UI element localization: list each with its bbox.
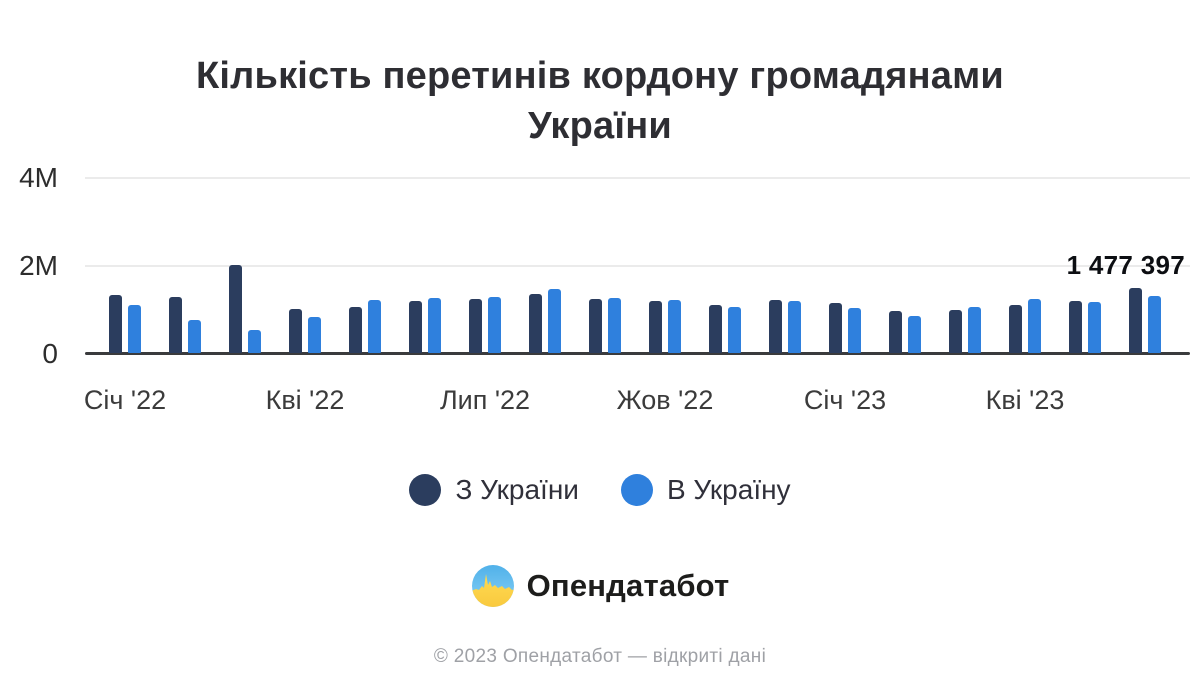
bar-from-ukraine-6 xyxy=(469,299,482,353)
bar-to-ukraine-9 xyxy=(668,300,681,353)
copyright-text: © 2023 Опендатабот — відкриті дані xyxy=(433,646,767,667)
chart-title-line-2: України xyxy=(528,105,672,148)
bar-from-ukraine-13 xyxy=(889,311,902,353)
legend-label-from-ukraine: З України xyxy=(455,474,579,505)
bar-from-ukraine-10 xyxy=(709,305,722,353)
opendatabot-logo: Опендатабот xyxy=(0,564,1200,608)
bar-to-ukraine-12 xyxy=(848,308,861,353)
gridline-4m xyxy=(85,177,1190,179)
y-tick-4m: 4M xyxy=(19,162,58,193)
bar-to-ukraine-11 xyxy=(788,301,801,353)
legend-dot-from-ukraine xyxy=(409,474,442,506)
bar-to-ukraine-6 xyxy=(488,297,501,353)
bar-from-ukraine-5 xyxy=(409,301,422,353)
bar-from-ukraine-1 xyxy=(169,297,182,353)
chart-title: Кількість перетинів кордону громадянами … xyxy=(0,51,1200,151)
x-tick-label: Січ '22 xyxy=(83,385,167,415)
bar-to-ukraine-4 xyxy=(368,300,381,353)
bar-to-ukraine-2 xyxy=(248,330,261,353)
bar-chart: 4M 2M 0 Січ '22 Кві '22 Лип '22 Жов '22 Січ … xyxy=(0,160,1200,430)
bar-from-ukraine-14 xyxy=(949,310,962,353)
bar-from-ukraine-17 xyxy=(1129,288,1142,353)
y-tick-zero: 0 xyxy=(42,338,58,369)
bar-from-ukraine-3 xyxy=(289,309,302,353)
bar-to-ukraine-17 xyxy=(1148,296,1161,353)
x-tick-label: Січ '23 xyxy=(803,385,887,415)
bar-from-ukraine-15 xyxy=(1009,305,1022,353)
bar-from-ukraine-12 xyxy=(829,303,842,353)
bar-from-ukraine-8 xyxy=(589,299,602,353)
bar-to-ukraine-7 xyxy=(548,289,561,353)
opendatabot-logo-icon xyxy=(471,565,514,607)
bar-to-ukraine-5 xyxy=(428,298,441,353)
bar-from-ukraine-0 xyxy=(109,295,122,353)
bar-to-ukraine-14 xyxy=(968,307,981,353)
x-tick-label: Лип '22 xyxy=(439,385,531,415)
bar-to-ukraine-10 xyxy=(728,307,741,353)
bar-from-ukraine-11 xyxy=(769,300,782,353)
peak-value-annotation: 1 477 397 xyxy=(1066,250,1185,280)
bar-from-ukraine-16 xyxy=(1069,301,1082,353)
gridline-2m xyxy=(85,265,1190,267)
bar-to-ukraine-15 xyxy=(1028,299,1041,353)
chart-title-line-1: Кількість перетинів кордону громадянами xyxy=(196,55,1004,98)
bar-to-ukraine-16 xyxy=(1088,302,1101,353)
y-tick-2m: 2M xyxy=(19,250,58,281)
bar-from-ukraine-9 xyxy=(649,301,662,353)
legend: З України В Україну xyxy=(0,474,1200,506)
legend-dot-to-ukraine xyxy=(620,474,653,506)
bar-to-ukraine-3 xyxy=(308,317,321,353)
x-axis-line xyxy=(85,352,1190,355)
bar-to-ukraine-1 xyxy=(188,320,201,353)
bar-from-ukraine-2 xyxy=(229,265,242,353)
bar-from-ukraine-4 xyxy=(349,307,362,353)
x-tick-label: Кві '23 xyxy=(985,385,1065,415)
opendatabot-logo-text: Опендатабот xyxy=(526,568,730,603)
legend-label-to-ukraine: В Україну xyxy=(666,474,791,505)
legend-item-from-ukraine: З України xyxy=(409,474,579,506)
bar-from-ukraine-7 xyxy=(529,294,542,353)
bar-to-ukraine-0 xyxy=(128,305,141,353)
legend-item-to-ukraine: В Україну xyxy=(620,474,791,506)
x-tick-label: Жов '22 xyxy=(616,385,714,415)
bar-to-ukraine-13 xyxy=(908,316,921,353)
x-tick-label: Кві '22 xyxy=(265,385,345,415)
bar-to-ukraine-8 xyxy=(608,298,621,353)
